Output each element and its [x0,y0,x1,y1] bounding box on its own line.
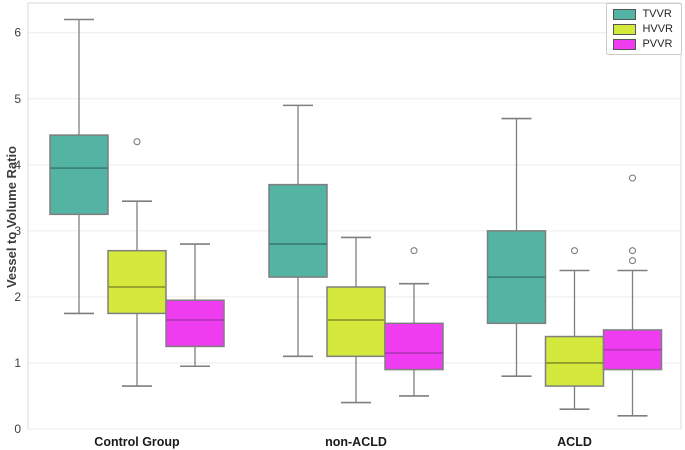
legend: TVVR HVVR PVVR [606,3,682,55]
y-axis-title: Vessel to Volume Ratio [4,145,19,289]
legend-label: PVVR [642,38,673,50]
y-tick-label: 5 [14,92,21,106]
legend-label: TVVR [642,8,672,20]
pvvr-swatch-icon [613,38,637,50]
legend-label: HVVR [642,23,673,35]
box-pvvr-control-group [165,299,225,348]
legend-entry-pvvr: PVVR [613,38,673,50]
outlier-point-pvvr-non-acld [410,247,418,255]
box-tvvr-non-acld [268,183,328,278]
outlier-point-hvvr-control-group [133,138,141,146]
y-tick-label: 6 [14,26,21,40]
x-axis-label-acld: ACLD [557,435,592,449]
box-hvvr-acld [544,335,605,387]
legend-entry-hvvr: HVVR [613,23,673,35]
x-axis-label-control-group: Control Group [94,435,180,449]
outlier-point-pvvr-acld [628,174,637,182]
outlier-point-pvvr-acld [628,247,637,255]
y-tick-label: 4 [14,158,21,172]
box-hvvr-control-group [107,249,167,315]
y-tick-label: 3 [14,224,21,238]
x-axis-label-non-acld: non-ACLD [325,435,387,449]
tvvr-swatch-icon [613,8,637,20]
y-tick-label: 2 [14,290,21,304]
outlier-point-hvvr-acld [570,247,579,255]
hvvr-swatch-icon [613,23,637,35]
box-pvvr-non-acld [384,322,444,371]
legend-entry-tvvr: TVVR [613,8,673,20]
outlier-point-pvvr-acld [628,257,637,265]
y-tick-label: 0 [14,422,21,436]
box-hvvr-non-acld [326,286,386,358]
y-tick-label: 1 [14,356,21,370]
box-tvvr-control-group [49,134,109,216]
